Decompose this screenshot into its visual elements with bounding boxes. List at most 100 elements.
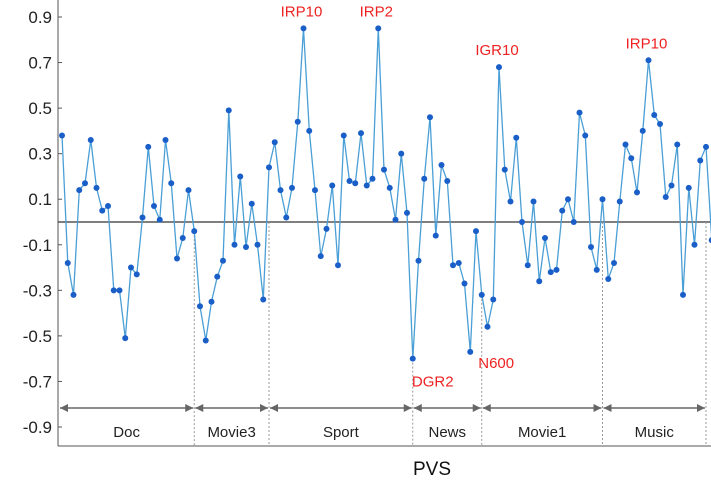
data-point bbox=[473, 228, 479, 235]
arrow-head-right bbox=[260, 404, 268, 412]
segment-separators bbox=[193, 222, 707, 446]
annotation-label: IRP2 bbox=[360, 3, 393, 20]
data-point bbox=[668, 182, 675, 189]
arrow-head-left bbox=[270, 404, 278, 412]
data-point bbox=[392, 216, 399, 223]
data-point bbox=[231, 241, 238, 248]
data-point bbox=[306, 127, 313, 134]
data-point bbox=[128, 264, 134, 271]
data-point bbox=[542, 234, 548, 241]
segment-arrows: Doc Movie3 Sport News Movie1 Music bbox=[60, 404, 705, 441]
data-point bbox=[427, 114, 433, 121]
data-point bbox=[352, 180, 359, 187]
data-point bbox=[283, 214, 290, 221]
data-point bbox=[323, 225, 330, 232]
data-point bbox=[559, 207, 566, 214]
annotation-label: DGR2 bbox=[412, 374, 454, 391]
data-point bbox=[553, 266, 560, 273]
data-point bbox=[645, 57, 652, 64]
data-point bbox=[237, 173, 244, 180]
data-point bbox=[363, 182, 370, 189]
data-point bbox=[547, 269, 554, 276]
data-point bbox=[444, 178, 451, 184]
data-point bbox=[674, 141, 681, 148]
data-point bbox=[599, 196, 606, 203]
data-point bbox=[162, 137, 169, 143]
data-point bbox=[616, 198, 623, 205]
data-point bbox=[432, 232, 439, 239]
data-point bbox=[657, 121, 663, 128]
data-point bbox=[565, 196, 571, 203]
data-point bbox=[708, 237, 711, 244]
y-tick-label: 0.5 bbox=[28, 99, 52, 118]
data-point bbox=[122, 335, 129, 342]
arrow-head-left bbox=[195, 404, 204, 412]
data-point bbox=[76, 187, 83, 194]
data-point bbox=[99, 207, 106, 214]
segment-label: Movie1 bbox=[518, 424, 566, 441]
y-tick-label: -0.1 bbox=[23, 236, 52, 255]
data-point bbox=[168, 180, 175, 187]
data-point bbox=[507, 198, 514, 205]
data-point bbox=[685, 184, 692, 191]
data-point bbox=[415, 257, 422, 264]
data-point bbox=[300, 25, 307, 32]
data-point bbox=[484, 323, 491, 330]
data-point bbox=[628, 155, 635, 162]
segment-label: News bbox=[428, 424, 466, 441]
arrow-head-left bbox=[482, 404, 491, 412]
data-point bbox=[536, 278, 543, 285]
data-point bbox=[611, 260, 617, 266]
data-point bbox=[260, 296, 267, 303]
annotations: IRP10 IRP2 IGR10 IRP10 DGR2 N600 bbox=[281, 3, 668, 390]
y-tick-label: 0.3 bbox=[28, 145, 52, 164]
data-point bbox=[570, 219, 577, 225]
data-point bbox=[329, 182, 336, 189]
data-point bbox=[289, 184, 295, 191]
data-point bbox=[312, 187, 318, 194]
arrow-head-right bbox=[697, 404, 705, 412]
y-tick-label: 0.1 bbox=[28, 190, 52, 209]
data-point bbox=[220, 257, 226, 264]
data-point bbox=[697, 157, 704, 164]
data-point bbox=[593, 266, 600, 273]
data-point bbox=[369, 175, 376, 182]
data-point bbox=[576, 109, 583, 116]
data-point bbox=[605, 275, 612, 282]
data-point bbox=[588, 244, 594, 251]
segment-label: Sport bbox=[323, 424, 360, 441]
data-point bbox=[82, 180, 88, 187]
data-point bbox=[651, 111, 658, 118]
data-point bbox=[398, 150, 405, 157]
data-point bbox=[358, 130, 364, 137]
data-point bbox=[524, 262, 531, 269]
data-point bbox=[496, 64, 502, 71]
annotation-label: IGR10 bbox=[475, 42, 518, 59]
y-tick-label: -0.7 bbox=[23, 372, 52, 391]
annotation-label: IRP10 bbox=[281, 3, 323, 20]
data-point bbox=[64, 260, 71, 266]
data-point bbox=[151, 203, 157, 210]
segment-label: Doc bbox=[113, 424, 140, 441]
data-point bbox=[478, 291, 485, 298]
arrow-head-right bbox=[185, 404, 194, 412]
data-point bbox=[266, 164, 272, 171]
annotation-label: IRP10 bbox=[626, 35, 668, 52]
data-point bbox=[156, 216, 163, 223]
data-point bbox=[519, 219, 525, 225]
data-point bbox=[409, 355, 416, 362]
data-point bbox=[438, 162, 445, 169]
data-point bbox=[179, 234, 186, 241]
series-markers bbox=[59, 25, 711, 362]
data-point bbox=[346, 178, 353, 184]
segment-label: Music bbox=[635, 424, 675, 441]
data-point bbox=[202, 337, 209, 344]
data-point bbox=[703, 143, 709, 150]
data-point bbox=[340, 132, 347, 139]
data-point bbox=[174, 255, 180, 262]
data-point bbox=[116, 287, 123, 294]
data-point bbox=[294, 118, 301, 125]
data-point bbox=[110, 287, 117, 294]
data-point bbox=[691, 241, 698, 248]
